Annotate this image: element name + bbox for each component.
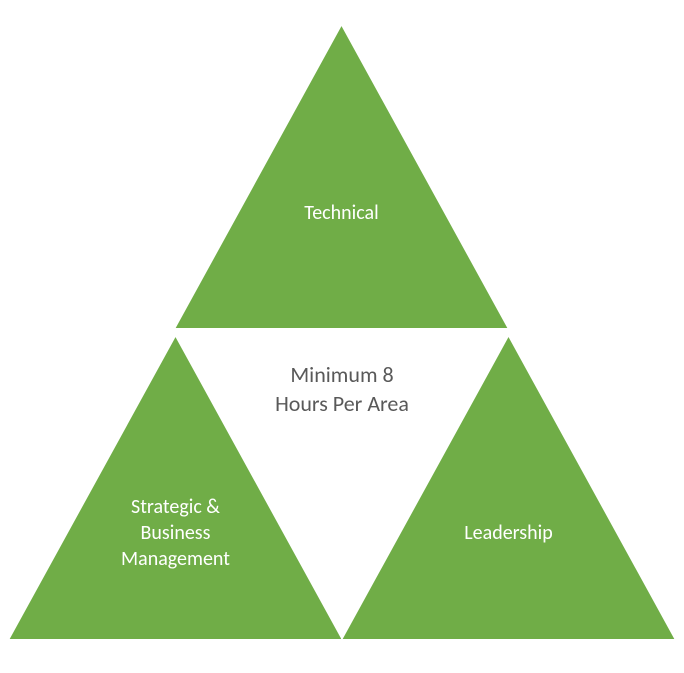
label-strategic: Strategic &BusinessManagement: [8, 494, 343, 572]
triangle-top: [174, 24, 509, 329]
label-center: Minimum 8Hours Per Area: [242, 361, 442, 418]
label-leadership: Leadership: [341, 520, 676, 546]
label-technical: Technical: [174, 200, 509, 226]
triangle-diagram: Technical Strategic &BusinessManagement …: [0, 0, 684, 673]
